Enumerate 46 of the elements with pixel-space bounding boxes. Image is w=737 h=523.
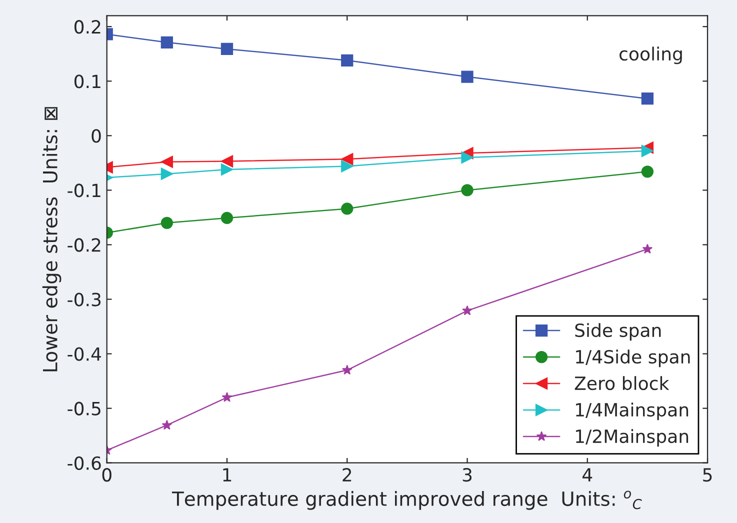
y-tick-label: -0.6 [68, 456, 101, 470]
y-tick-label: -0.3 [68, 292, 101, 306]
point [220, 163, 234, 176]
y-axis-title: Lower edge stress Units: ⊠ [42, 107, 62, 372]
point [642, 244, 653, 254]
y-tick-label: 0 [92, 129, 101, 143]
legend-label: 1/2Mainspan [576, 429, 688, 447]
y-tick-label: -0.4 [68, 347, 101, 361]
point [160, 216, 174, 229]
y-tick-label: 0.2 [74, 20, 100, 34]
point [461, 184, 474, 196]
point [220, 42, 234, 56]
point [341, 202, 354, 215]
point [220, 155, 234, 168]
legend-label: Zero block [574, 376, 670, 390]
y-tick-label: -0.1 [68, 184, 100, 198]
point [341, 153, 354, 166]
point [220, 212, 234, 224]
point [160, 168, 174, 180]
point [641, 166, 654, 178]
point [341, 54, 354, 66]
x-tick-label: 1 [223, 468, 232, 482]
x-tick-label: 4 [582, 468, 592, 482]
y-tick-label: -0.2 [68, 238, 100, 252]
point [462, 305, 472, 316]
x-tick-label: 5 [703, 468, 712, 482]
legend-label: 1/4Mainspan [576, 402, 688, 420]
x-tick-label: 2 [342, 468, 352, 482]
point [641, 144, 654, 158]
point [461, 151, 474, 164]
point [222, 392, 232, 402]
point [341, 160, 354, 172]
x-tick-label: 0 [102, 468, 112, 482]
legend-label: 1/4Side span [576, 350, 690, 368]
point [160, 36, 174, 48]
x-axis-title: Temperature gradient improved range Units: $^{o}$$_{C}$ [172, 490, 642, 510]
point [162, 420, 172, 430]
annotation: cooling [620, 46, 682, 64]
x-tick-label: 3 [462, 468, 472, 482]
point [461, 70, 474, 83]
y-tick-label: 0.1 [74, 74, 100, 88]
y-tick-label: -0.5 [68, 402, 100, 416]
point [641, 92, 654, 105]
legend-label: Side span [575, 323, 661, 341]
point [160, 156, 174, 168]
point [342, 364, 352, 375]
